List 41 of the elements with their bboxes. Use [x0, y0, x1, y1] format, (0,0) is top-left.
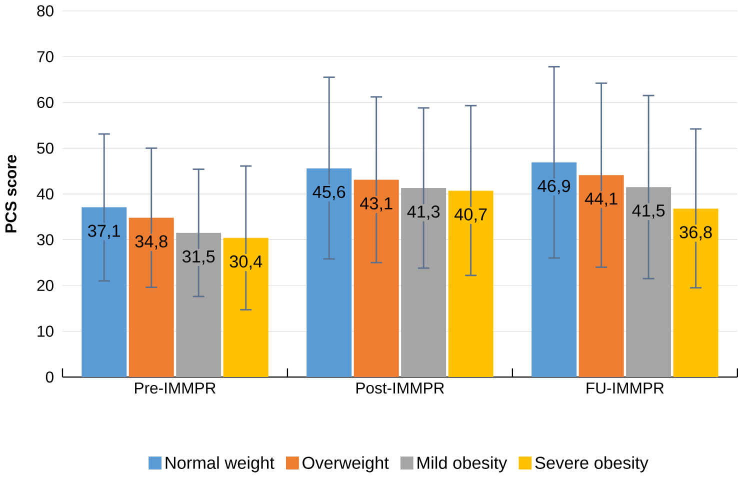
bar — [401, 188, 446, 378]
x-tick-label: Pre-IMMPR — [135, 382, 216, 394]
data-label: 36,8 — [680, 226, 712, 240]
y-tick-label: 70 — [37, 51, 54, 62]
data-label: 43,1 — [360, 197, 392, 212]
bar — [128, 218, 174, 378]
legend-label: Mild obesity — [418, 456, 508, 472]
data-label: 34,8 — [135, 235, 168, 250]
legend-label: Normal weight — [166, 456, 274, 472]
y-tick-label: 60 — [37, 96, 54, 108]
data-label: 37,1 — [88, 224, 120, 240]
y-tick-label: 10 — [38, 326, 54, 337]
bar — [176, 232, 222, 378]
bar — [448, 190, 494, 378]
data-label: 31,5 — [182, 250, 215, 265]
bar — [82, 207, 127, 378]
x-tick-label: FU-IMMPR — [586, 382, 664, 394]
data-label: 41,5 — [632, 204, 665, 219]
y-tick-label: 50 — [37, 142, 54, 154]
y-tick-label: 30 — [37, 234, 54, 246]
data-label: 41,3 — [407, 206, 440, 220]
legend-label: Severe obesity — [535, 456, 648, 472]
y-tick-label: 20 — [37, 280, 54, 292]
bar — [354, 180, 399, 378]
legend-label: Overweight — [302, 456, 389, 472]
x-tick-label: Post-IMMPR — [356, 382, 444, 394]
y-tick-label: 40 — [36, 188, 54, 200]
data-label: 44,1 — [584, 192, 618, 207]
y-tick-label: 0 — [46, 372, 54, 383]
y-tick-label: 80 — [37, 5, 54, 16]
data-label: 46,9 — [538, 180, 570, 194]
bar — [578, 175, 624, 378]
y-axis-title: PCS score — [5, 155, 16, 232]
bar — [673, 208, 718, 378]
bar — [306, 168, 352, 378]
data-label: 30,4 — [230, 255, 262, 270]
bar — [626, 187, 672, 378]
bar — [532, 162, 577, 378]
data-label: 45,6 — [312, 186, 346, 200]
data-label: 40,7 — [454, 208, 487, 223]
bar — [223, 238, 268, 378]
